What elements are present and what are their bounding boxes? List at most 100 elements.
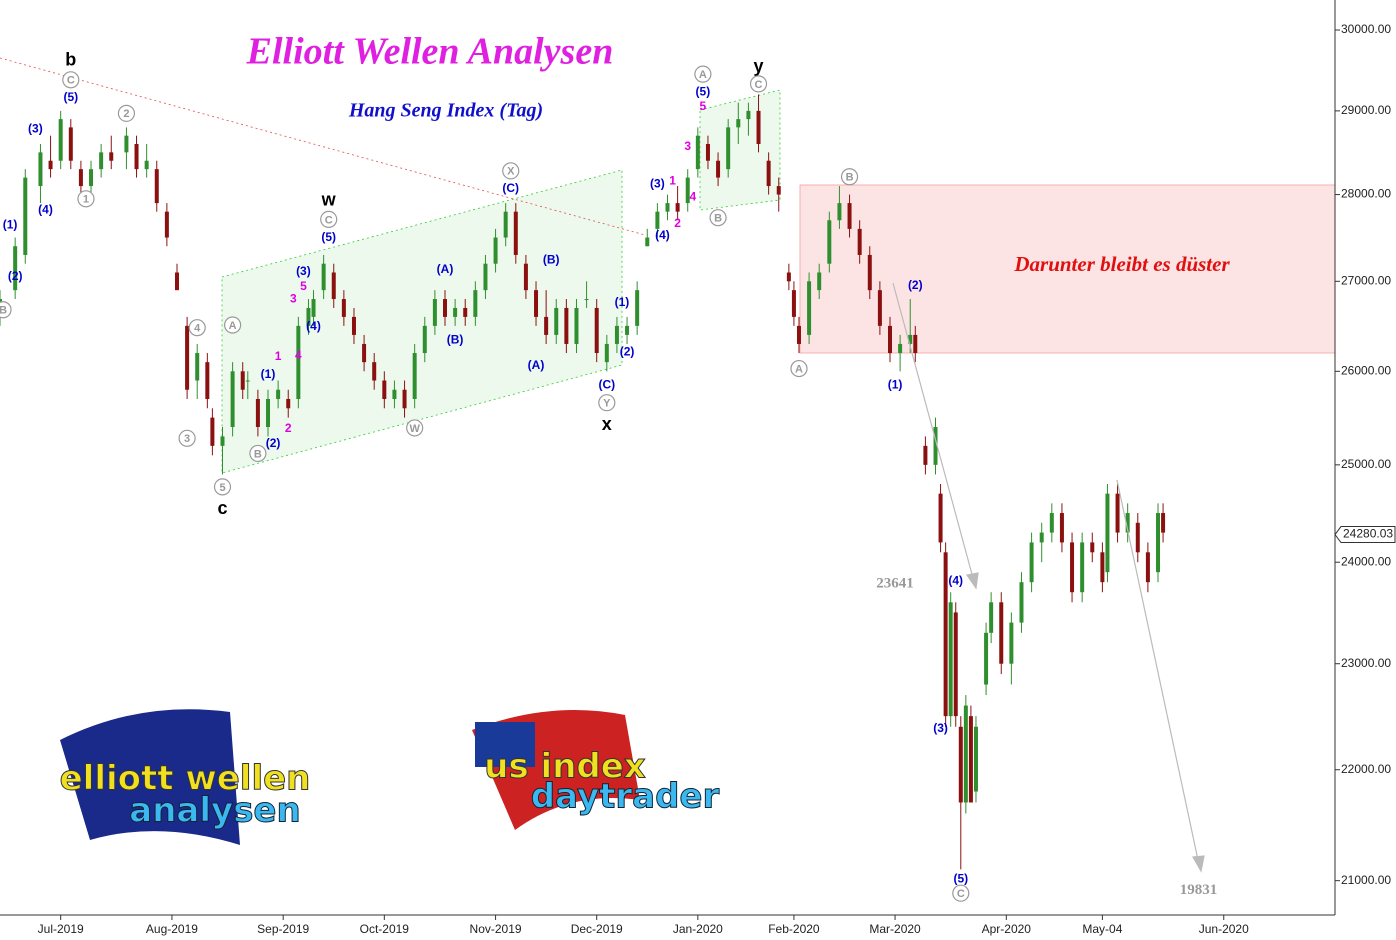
- candle-body: [786, 272, 791, 282]
- candle-body: [493, 237, 498, 264]
- candle-body: [58, 119, 63, 161]
- wave-label: (A): [437, 262, 454, 276]
- x-tick-label: May-04: [1082, 922, 1122, 936]
- x-tick-label: Sep-2019: [257, 922, 309, 936]
- candle-body: [68, 127, 73, 161]
- candle-body: [513, 211, 518, 255]
- candle-body: [1090, 542, 1095, 553]
- candle-body: [938, 493, 943, 543]
- wave-label-circled: A: [699, 69, 707, 81]
- wave-label: (1): [615, 295, 630, 309]
- candle-body: [13, 246, 18, 291]
- candle-body: [695, 135, 700, 170]
- wave-label: 5: [700, 99, 707, 113]
- candle-body: [174, 272, 179, 291]
- candle-body: [1059, 513, 1064, 543]
- candle-body: [635, 290, 640, 326]
- wave-label: (C): [502, 181, 519, 195]
- y-tick-label: 28000.00: [1341, 187, 1391, 201]
- candle-body: [144, 160, 149, 170]
- candle-body: [1161, 513, 1166, 533]
- candle-body: [989, 602, 994, 633]
- wave-label: (5): [63, 90, 78, 104]
- wave-circle: [224, 316, 242, 334]
- candle-body: [134, 143, 139, 170]
- candle-body: [382, 380, 387, 399]
- green-channel-small: [699, 89, 781, 211]
- logo-flag: [60, 709, 240, 845]
- wave-label: (4): [306, 319, 321, 333]
- wave-label-circled: 3: [184, 433, 190, 445]
- wave-label-circled: B: [254, 448, 262, 460]
- wave-label: (2): [266, 436, 281, 450]
- candle-body: [776, 186, 781, 195]
- wave-label-circled: A: [229, 320, 237, 332]
- candle-body: [837, 203, 842, 221]
- candle-body: [1125, 513, 1130, 533]
- candle-body: [99, 152, 104, 170]
- wave-circle: [502, 162, 520, 180]
- wave-label-circled: C: [755, 79, 763, 91]
- candle-body: [857, 228, 862, 255]
- wave-label: (4): [655, 228, 670, 242]
- candle-body: [38, 152, 43, 187]
- y-tick-label: 26000.00: [1341, 363, 1391, 377]
- wave-label: (2): [908, 278, 923, 292]
- candle-body: [230, 371, 235, 427]
- plot: [0, 94, 1166, 870]
- wave-circle: [77, 190, 95, 208]
- candle-body: [89, 169, 94, 187]
- arrow-head: [965, 572, 979, 590]
- candle-body: [984, 632, 989, 685]
- wave-label: 3: [290, 291, 297, 305]
- wave-label-circled: B: [0, 305, 7, 317]
- wave-circle: [320, 210, 338, 228]
- candle-body: [791, 290, 796, 317]
- wave-label: 3: [684, 139, 691, 153]
- chart-title: Elliott Wellen Analysen: [246, 31, 614, 73]
- wave-label: (C): [598, 377, 615, 391]
- wave-label-circled: 5: [219, 482, 225, 494]
- candle-body: [705, 143, 710, 161]
- candle-body: [756, 110, 761, 144]
- candle-body: [1145, 552, 1150, 583]
- candle-body: [953, 612, 958, 717]
- x-tick-label: Apr-2020: [982, 922, 1032, 936]
- wave-label-circled: C: [325, 214, 333, 226]
- wave-label: 1: [275, 349, 282, 363]
- wave-circle: [406, 419, 424, 437]
- candle-body: [372, 362, 377, 381]
- arrows: [892, 282, 1205, 873]
- wave-circle: [709, 209, 727, 227]
- candle-body: [817, 272, 822, 291]
- candle-body: [1009, 622, 1014, 664]
- candle-body: [923, 445, 928, 465]
- wave-label: b: [65, 49, 76, 69]
- candle-body: [109, 152, 114, 161]
- wave-circle: [598, 394, 616, 412]
- logo: elliott wellen analysen: [59, 709, 311, 845]
- wave-label: (1): [261, 367, 276, 381]
- x-tick-label: Nov-2019: [470, 922, 522, 936]
- candle-body: [908, 334, 913, 344]
- wave-label: 1: [669, 173, 676, 187]
- candle-body: [594, 307, 599, 354]
- candle-body: [443, 299, 447, 317]
- candle-body: [523, 263, 528, 291]
- y-tick-label: 30000.00: [1341, 22, 1391, 36]
- wave-circle: [62, 71, 80, 89]
- candle-body: [306, 307, 311, 326]
- logo-text: elliott wellen: [60, 759, 311, 799]
- resistance-zone: [799, 184, 1336, 354]
- wave-label: (2): [8, 269, 23, 283]
- candle-body: [245, 380, 250, 382]
- candle-body: [432, 299, 437, 326]
- candle-body: [240, 371, 245, 390]
- candle-body: [675, 203, 680, 212]
- logo-text: daytrader: [531, 777, 720, 817]
- candle-body: [807, 281, 812, 335]
- candle-body: [311, 299, 316, 317]
- wave-label-circled: A: [795, 363, 803, 375]
- candle-body: [473, 290, 478, 317]
